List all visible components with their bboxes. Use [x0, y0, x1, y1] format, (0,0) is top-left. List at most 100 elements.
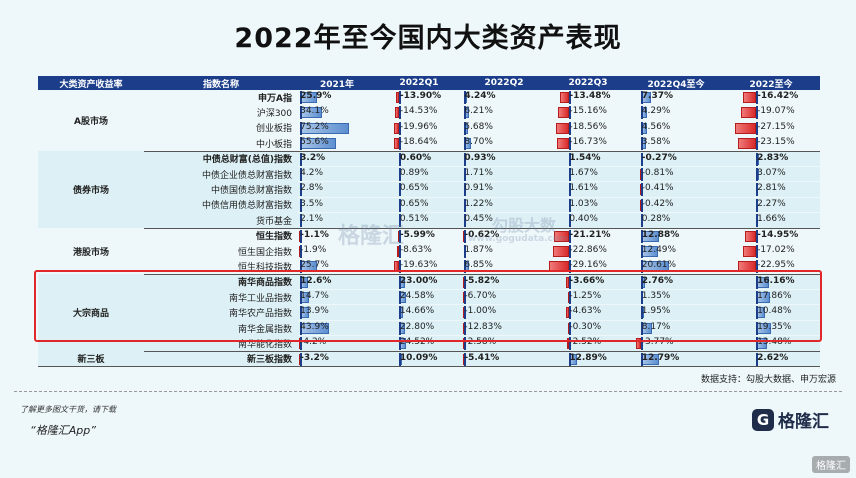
return-value: 5.68% [464, 121, 493, 132]
index-name: 沪深300 [144, 104, 298, 121]
return-value: 24.58% [399, 291, 435, 302]
return-value: 0.51% [399, 214, 429, 225]
index-name: 中债企业债总财富指数 [144, 166, 298, 182]
zero-axis [568, 91, 571, 104]
watermark-mid: 勾股大数 [492, 216, 557, 235]
zero-axis [568, 244, 571, 258]
index-name: 中债信用债总财富指数 [144, 197, 298, 213]
zero-axis [641, 152, 644, 166]
asset-class-label: A股市场 [38, 90, 144, 152]
index-name: 中债总财富(总值)指数 [144, 151, 298, 167]
return-value: 55.6% [300, 137, 329, 148]
zero-axis [299, 275, 302, 289]
zero-axis [756, 121, 759, 135]
return-value: 6.21% [464, 106, 493, 117]
return-cell: -16.42% [722, 90, 820, 105]
return-value: 1.35% [641, 291, 671, 302]
return-cell: -6.70% [462, 289, 546, 305]
return-cell: -0.81% [630, 166, 722, 182]
return-value: -1.1% [300, 229, 329, 240]
return-value: 1.03% [569, 198, 598, 209]
asset-class-label: 大宗商品 [38, 274, 144, 352]
return-cell: 1.22% [462, 197, 546, 213]
table-row: 港股市场 恒生指数 -1.1% -5.99% -0.62% -21.21% 12.88% -1… [38, 228, 820, 275]
page-title: 2022年至今国内大类资产表现 [234, 23, 622, 54]
index-name: 中小板指 [144, 135, 298, 152]
zero-axis [299, 260, 302, 274]
return-cell: -21.21% [546, 228, 630, 244]
return-value: -3.2% [300, 352, 329, 363]
index-name: 中债国债总财富指数 [144, 181, 298, 198]
return-cell: 1.66% [722, 212, 820, 229]
return-cell: 12.89% [546, 351, 630, 368]
table-row: 债券市场 中债总财富(总值)指数 3.2% 0.60% 0.93% 1.54% -0.27%… [38, 151, 820, 229]
return-value: 25.9% [300, 91, 332, 101]
index-name: 货币基金 [144, 212, 298, 229]
return-cell: 12.88% [630, 228, 722, 244]
zero-axis [641, 214, 644, 227]
return-cell: 10.48% [722, 304, 820, 321]
zero-axis [463, 91, 466, 104]
index-name: 南华工业品指数 [144, 289, 298, 305]
zero-axis [641, 198, 644, 212]
return-cell: 2.83% [722, 151, 820, 167]
return-cell: -0.41% [630, 181, 722, 198]
return-cell: 2.62% [722, 351, 820, 368]
zero-axis [399, 229, 402, 243]
return-value: -18.64% [399, 137, 438, 148]
return-value: -15.16% [569, 106, 607, 117]
return-cell: -4.63% [546, 304, 630, 321]
return-cell: -3.66% [546, 274, 630, 290]
zero-axis [299, 106, 302, 120]
negative-bar [559, 92, 569, 103]
index-name: 南华农产品指数 [144, 304, 298, 321]
return-value: 6.85% [464, 260, 493, 271]
return-value: 0.65% [399, 183, 429, 194]
zero-axis [299, 321, 302, 335]
return-cell: 23.00% [376, 274, 462, 290]
commodity-highlight-box [34, 270, 822, 342]
return-cell: -0.62% [462, 228, 546, 244]
return-cell: 3.07% [722, 166, 820, 182]
return-value: -4.63% [569, 306, 602, 317]
table-header-row: 大类资产收益率 指数名称 2021年 2022Q1 2022Q2 2022Q3 2022Q4… [38, 76, 820, 90]
return-value: 0.93% [464, 152, 496, 163]
column-header: 指数名称 [144, 76, 298, 90]
return-cell: 0.51% [376, 212, 462, 229]
return-cell: -15.16% [546, 104, 630, 121]
return-cell: -5.99% [376, 228, 462, 244]
zero-axis [568, 352, 571, 366]
negative-bar [741, 107, 757, 119]
return-value: -18.56% [569, 121, 607, 132]
return-cell: 0.65% [376, 197, 462, 213]
return-cell: 13.48% [722, 335, 820, 352]
return-value: -29.16% [569, 260, 607, 271]
zero-axis [299, 137, 302, 151]
return-value: -6.70% [464, 291, 497, 302]
return-value: 14.66% [399, 306, 435, 317]
negative-bar [556, 122, 569, 134]
return-value: 4.24% [464, 91, 496, 101]
return-value: 1.67% [569, 167, 598, 178]
return-cell: 2.81% [722, 181, 820, 198]
return-cell: 43.9% [298, 320, 376, 336]
column-header: 2022至今 [722, 76, 820, 90]
zero-axis [399, 275, 402, 289]
zero-axis [463, 183, 466, 197]
return-cell: 0.28% [630, 212, 722, 229]
zero-axis [399, 137, 402, 151]
return-cell: 24.58% [376, 289, 462, 305]
table-row: 南华工业品指数 14.7% 24.58% -6.70% -1.25% 1.35% 17.86… [38, 289, 820, 305]
return-value: 1.61% [569, 183, 598, 194]
return-value: 4.29% [641, 106, 671, 117]
return-cell: -0.42% [630, 197, 722, 213]
return-cell: 2.1% [298, 212, 376, 229]
return-cell: 1.87% [462, 243, 546, 259]
promo-text: 了解更多图文干货，请下载 [20, 405, 116, 414]
table-row: 大宗商品 南华商品指数 12.6% 23.00% -5.82% -3.66% 2.76% 16… [38, 274, 820, 352]
return-value: -0.81% [641, 167, 674, 178]
return-cell: -1.25% [546, 289, 630, 305]
table-row: 恒生国企指数 -1.9% -8.63% 1.87% -22.86% 12.49% -17.0… [38, 243, 820, 259]
return-value: -22.86% [569, 244, 607, 255]
zero-axis [399, 260, 402, 274]
